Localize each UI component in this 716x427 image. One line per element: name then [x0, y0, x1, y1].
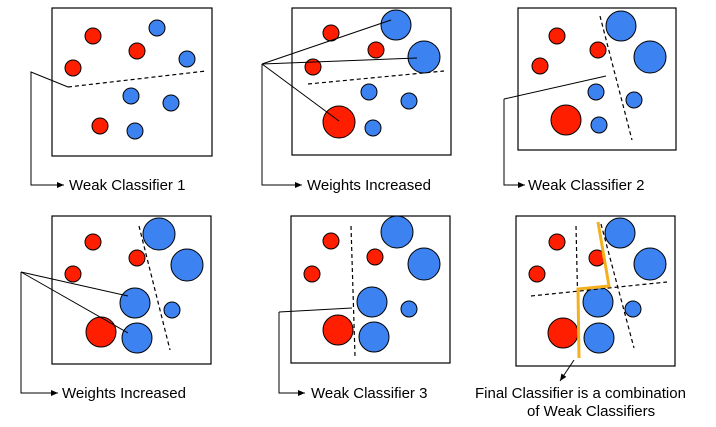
panel-weak-classifier-2: Weak Classifier 2 [503, 7, 677, 194]
weak-boundary-2 [600, 223, 635, 349]
panel-frame [291, 7, 452, 156]
panel-caption-line-2: of Weak Classifiers [527, 403, 655, 420]
positive-sample-weighted [170, 248, 204, 282]
positive-sample [587, 83, 605, 101]
panel-caption: Weak Classifier 2 [528, 177, 644, 194]
positive-sample [625, 91, 643, 109]
negative-sample [64, 59, 82, 77]
positive-sample-weighted [407, 40, 441, 74]
positive-sample [148, 19, 166, 37]
negative-sample [531, 57, 549, 75]
negative-sample [84, 27, 102, 45]
positive-sample [162, 94, 180, 112]
weight-pointer [261, 19, 392, 65]
combined-decision-boundary [576, 221, 611, 359]
panel-caption: Weights Increased [62, 385, 186, 402]
negative-sample [528, 265, 546, 283]
weight-pointer [20, 271, 129, 297]
boundary-pointer [278, 307, 353, 313]
weight-pointer [261, 63, 340, 122]
caption-pointer [30, 71, 69, 188]
positive-sample [400, 92, 418, 110]
panel-weights-increased-2: Weights Increased [20, 215, 212, 402]
negative-sample [548, 27, 566, 45]
positive-sample [178, 50, 196, 68]
positive-sample [624, 300, 642, 318]
positive-sample-weighted [380, 215, 414, 249]
negative-sample [128, 249, 146, 267]
panel-caption: Weights Increased [307, 177, 431, 194]
panel-weights-increased-1: Weights Increased [261, 7, 452, 194]
panel-final-classifier: Final Classifier is a combination of Wea… [475, 215, 686, 420]
caption-pointer [559, 359, 575, 382]
negative-sample [367, 41, 385, 59]
weight-pointer [20, 271, 129, 334]
positive-sample-weighted [380, 9, 412, 41]
negative-sample [91, 117, 109, 135]
caption-pointer [20, 272, 58, 396]
negative-sample [589, 41, 607, 59]
positive-sample-weighted [358, 321, 390, 353]
weight-pointer [261, 57, 418, 65]
positive-sample-weighted [356, 286, 388, 318]
positive-sample [122, 87, 140, 105]
positive-sample [590, 116, 608, 134]
caption-pointer [278, 312, 305, 396]
negative-sample-weighted [322, 314, 354, 346]
decision-boundary [67, 70, 207, 88]
caption-pointer [261, 64, 302, 188]
positive-sample [360, 83, 378, 101]
positive-sample-weighted [582, 286, 614, 318]
negative-sample-weighted [322, 105, 356, 139]
negative-sample [84, 233, 102, 251]
caption-pointer [503, 99, 525, 188]
negative-sample [322, 24, 340, 42]
positive-sample-weighted [119, 287, 151, 319]
positive-sample [364, 119, 382, 137]
positive-sample [126, 122, 144, 140]
positive-sample-weighted [605, 10, 637, 42]
panel-weak-classifier-3: Weak Classifier 3 [278, 215, 451, 402]
positive-sample-weighted [407, 247, 441, 281]
negative-sample [322, 232, 340, 250]
positive-sample [163, 301, 181, 319]
panel-weak-classifier-1: Weak Classifier 1 [30, 7, 213, 194]
boundary-pointer [503, 75, 607, 100]
positive-sample-weighted [633, 247, 667, 281]
negative-sample [303, 265, 321, 283]
positive-sample-weighted [633, 40, 667, 74]
positive-sample-weighted [121, 322, 153, 354]
panel-frame [515, 215, 676, 367]
panel-caption: Weak Classifier 3 [311, 385, 427, 402]
positive-sample [400, 300, 418, 318]
decision-boundary [599, 15, 633, 141]
previous-boundary [307, 70, 445, 85]
negative-sample [64, 265, 82, 283]
panel-frame [517, 7, 677, 151]
previous-boundary [138, 225, 171, 351]
negative-sample-weighted [85, 316, 117, 348]
positive-sample-weighted [583, 322, 615, 354]
positive-sample-weighted [142, 217, 176, 251]
negative-sample [128, 42, 146, 60]
negative-sample [366, 248, 384, 266]
panel-frame [51, 7, 213, 157]
negative-sample-weighted [550, 104, 582, 136]
panel-frame [290, 215, 451, 364]
decision-boundary [350, 225, 356, 357]
weak-boundary-1 [530, 281, 668, 297]
negative-sample [548, 233, 566, 251]
negative-sample [304, 58, 322, 76]
panel-caption-line-1: Final Classifier is a combination [475, 385, 686, 402]
panel-caption: Weak Classifier 1 [69, 177, 185, 194]
positive-sample-weighted [604, 217, 636, 249]
negative-sample-weighted [547, 317, 579, 349]
